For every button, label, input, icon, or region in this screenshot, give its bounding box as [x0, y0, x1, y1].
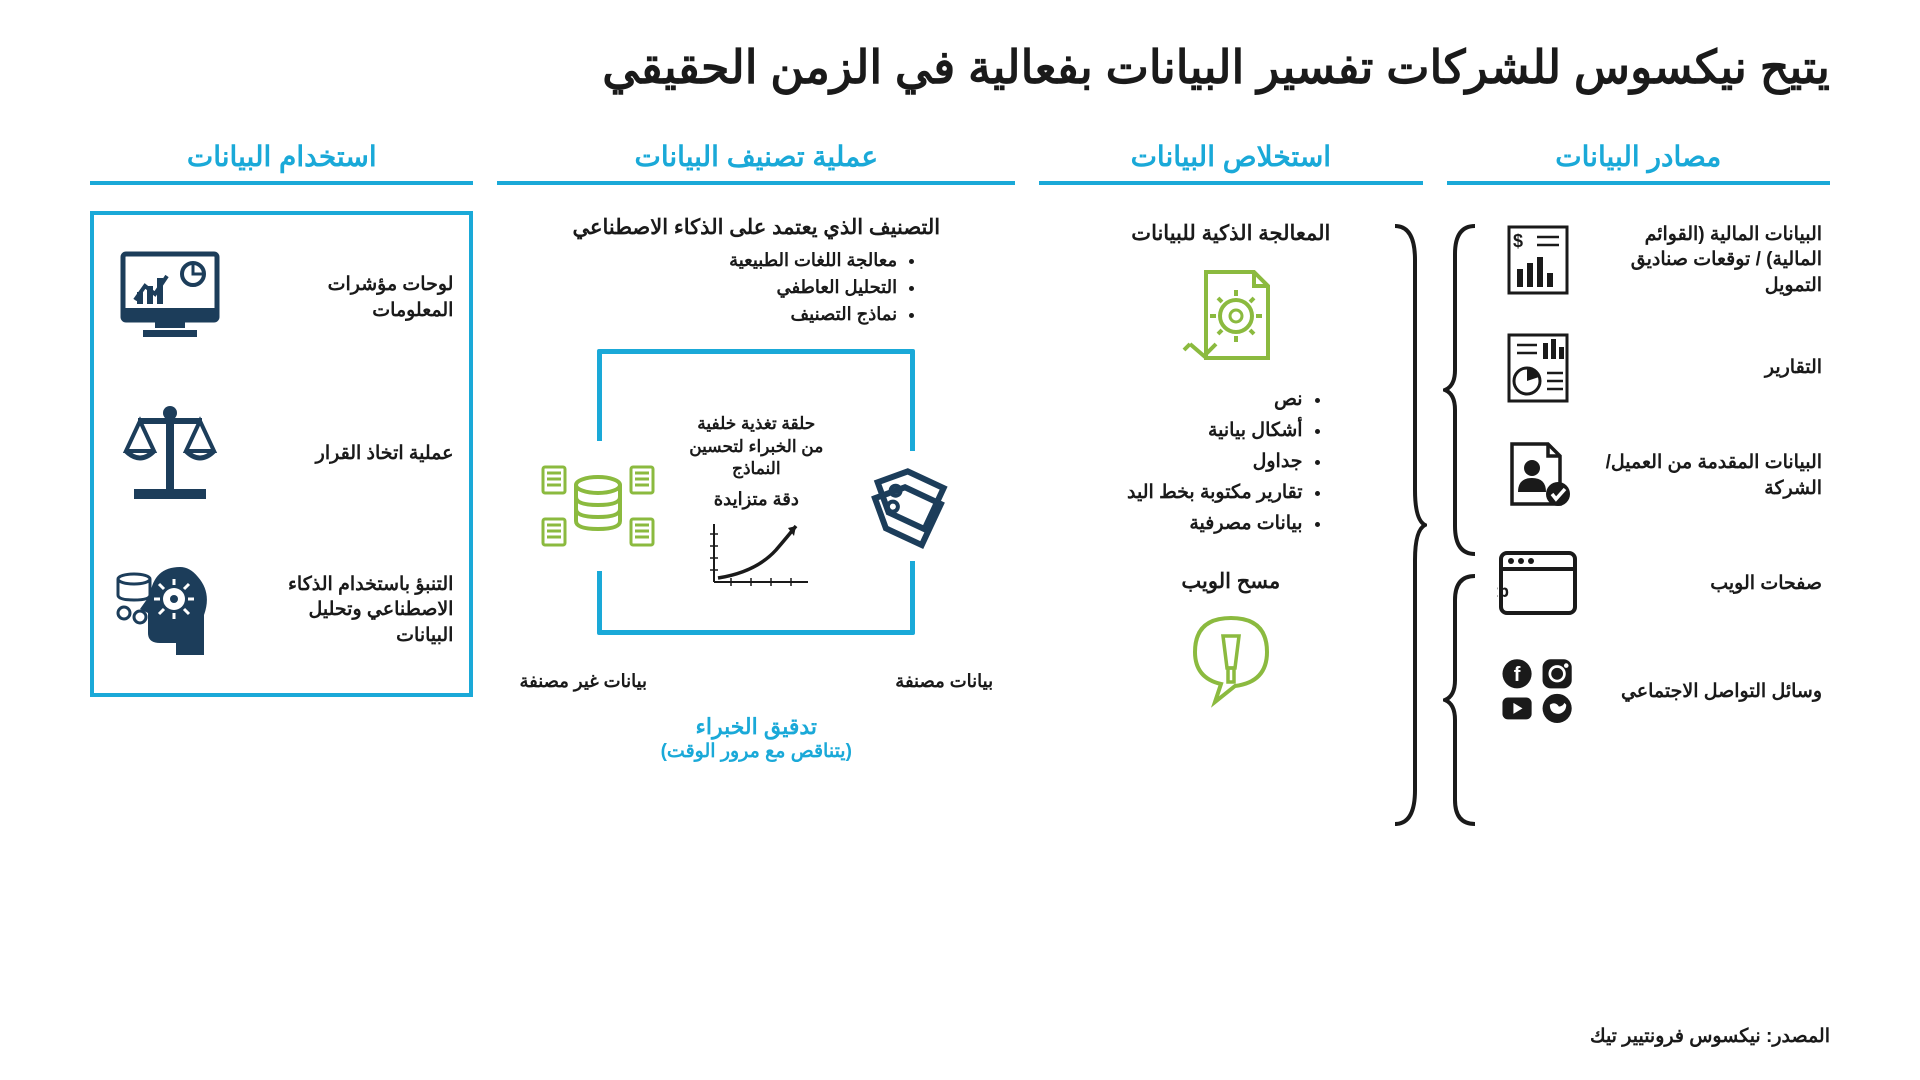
source-item-social: وسائل التواصل الاجتماعي f: [1497, 653, 1822, 731]
verification-subtitle: (يتناقص مع مرور الوقت): [505, 740, 1007, 763]
browser-icon: http://: [1497, 547, 1579, 621]
ai-head-icon: [110, 555, 230, 665]
source-item-reports: التقارير: [1497, 329, 1822, 407]
footer-source: المصدر: نيكسوس فرونتيير تيك: [1590, 1025, 1830, 1048]
source-item-web: صفحات الويب http://: [1497, 545, 1822, 623]
col-usage: استخدام البيانات لوحات مؤشرات المعلومات: [90, 140, 473, 771]
col-header-sources: مصادر البيانات: [1447, 140, 1830, 185]
scraper-chat-icon: [1089, 608, 1372, 708]
reports-icon: [1497, 331, 1579, 405]
bracket-icon: [1443, 570, 1477, 830]
ai-classification-title: التصنيف الذي يعتمد على الذكاء الاصطناعي: [505, 215, 1007, 240]
svg-text:f: f: [1513, 664, 1520, 686]
usage-box: لوحات مؤشرات المعلومات: [90, 211, 473, 697]
col-header-classification: عملية تصنيف البيانات: [497, 140, 1015, 185]
col-header-extraction: استخلاص البيانات: [1039, 140, 1422, 185]
processing-bullets: نص أشكال بيانية جداول تقارير مكتوبة بخط …: [1089, 388, 1372, 535]
bullet: نص: [1089, 388, 1302, 411]
verification-title: تدقيق الخبراء: [505, 714, 1007, 740]
accuracy-text: دقة متزايدة: [686, 489, 826, 510]
ai-bullet: نماذج التصنيف: [505, 304, 897, 325]
columns-container: استخدام البيانات لوحات مؤشرات المعلومات: [90, 140, 1830, 771]
bullet: أشكال بيانية: [1089, 419, 1302, 442]
bullet: جداول: [1089, 450, 1302, 473]
scale-icon: [110, 399, 230, 509]
processing-title: المعالجة الذكية للبيانات: [1089, 221, 1372, 246]
growth-curve-icon: [696, 514, 816, 594]
usage-item-dashboard: لوحات مؤشرات المعلومات: [110, 243, 453, 353]
contact-doc-icon: [1497, 439, 1579, 513]
source-item-client: البيانات المقدمة من العميل/ الشركة: [1497, 437, 1822, 515]
usage-label: التنبؤ باستخدام الذكاء الاصطناعي وتحليل …: [248, 572, 453, 649]
svg-text:$: $: [1513, 231, 1523, 251]
social-icons: f: [1497, 655, 1579, 729]
source-label: صفحات الويب: [1597, 571, 1822, 597]
ai-bullet: معالجة اللغات الطبيعية: [505, 250, 897, 271]
source-label: التقارير: [1597, 355, 1822, 381]
usage-item-decision: عملية اتخاذ القرار: [110, 399, 453, 509]
bullet: تقارير مكتوبة بخط اليد: [1089, 481, 1302, 504]
dashboard-monitor-icon: [110, 243, 230, 353]
bracket-icon: [1393, 220, 1427, 830]
verification-block: تدقيق الخبراء (يتناقص مع مرور الوقت): [505, 714, 1007, 763]
svg-text:http://: http://: [1497, 582, 1509, 602]
db-docs-icon: [515, 441, 680, 571]
scraping-title: مسح الويب: [1089, 569, 1372, 594]
ai-bullet: التحليل العاطفي: [505, 277, 897, 298]
usage-label: لوحات مؤشرات المعلومات: [248, 272, 453, 323]
loop-labels: بيانات مصنفة بيانات غير مصنفة: [519, 671, 993, 692]
source-item-finance: البيانات المالية (القوائم المالية) / توق…: [1497, 221, 1822, 299]
tag-icon: [832, 451, 997, 561]
usage-label: عملية اتخاذ القرار: [248, 441, 453, 467]
bullet: بيانات مصرفية: [1089, 512, 1302, 535]
source-label: البيانات المقدمة من العميل/ الشركة: [1597, 450, 1822, 501]
col-header-usage: استخدام البيانات: [90, 140, 473, 185]
col-classification: عملية تصنيف البيانات التصنيف الذي يعتمد …: [497, 140, 1015, 771]
bracket-icon: [1443, 220, 1477, 560]
feedback-text: حلقة تغذية خلفية من الخبراء لتحسين النما…: [686, 413, 826, 482]
finance-doc-icon: $: [1497, 223, 1579, 297]
source-label: البيانات المالية (القوائم المالية) / توق…: [1597, 222, 1822, 299]
col-extraction: استخلاص البيانات المعالجة الذكية للبيانا…: [1039, 140, 1422, 771]
ai-bullets: معالجة اللغات الطبيعية التحليل العاطفي ن…: [505, 250, 1007, 325]
gear-doc-icon: [1089, 260, 1372, 370]
loop-label-left: بيانات مصنفة: [895, 671, 993, 692]
usage-item-ai-predict: التنبؤ باستخدام الذكاء الاصطناعي وتحليل …: [110, 555, 453, 665]
source-label: وسائل التواصل الاجتماعي: [1597, 679, 1822, 705]
col-sources: مصادر البيانات البيانات المالية (القوائم…: [1447, 140, 1830, 771]
page-title: يتيح نيكسوس للشركات تفسير البيانات بفعال…: [90, 40, 1830, 94]
loop-label-right: بيانات غير مصنفة: [519, 671, 647, 692]
feedback-loop: حلقة تغذية خلفية من الخبراء لتحسين النما…: [515, 341, 997, 671]
